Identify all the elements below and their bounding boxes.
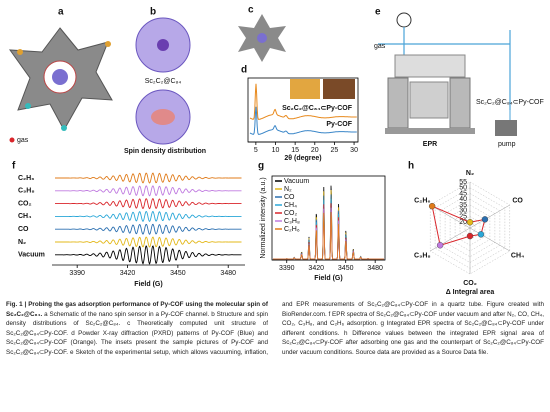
radar-point bbox=[481, 216, 489, 223]
setup-label: EPR bbox=[423, 141, 437, 148]
radar-point bbox=[466, 232, 474, 240]
x-axis-title: 2θ (degree) bbox=[284, 155, 321, 162]
gas-marker bbox=[9, 137, 15, 143]
x-tick-label: 3390 bbox=[279, 265, 295, 272]
series-label: Vacuum bbox=[18, 252, 45, 259]
panel-label: d bbox=[241, 65, 247, 76]
r-tick-label: 55 bbox=[459, 179, 467, 186]
r-tick-label: 25 bbox=[459, 213, 467, 220]
panel-label: c bbox=[248, 5, 254, 16]
x-tick-label: 3450 bbox=[338, 265, 354, 272]
spectrum bbox=[55, 236, 242, 248]
pattern-line bbox=[249, 106, 357, 135]
panel-label: h bbox=[408, 161, 414, 172]
x-tick-label: 15 bbox=[291, 147, 299, 154]
setup-label: pump bbox=[498, 141, 516, 148]
series-label: CO bbox=[18, 226, 29, 233]
radar-point bbox=[477, 231, 485, 238]
x-tick-label: 3420 bbox=[120, 270, 136, 277]
radar-axis bbox=[469, 227, 510, 252]
molecule bbox=[257, 33, 267, 43]
radar-point bbox=[436, 242, 444, 249]
series-label: CO₂ bbox=[18, 200, 32, 207]
legend-label: CO₂ bbox=[284, 210, 298, 217]
r-tick-label: 40 bbox=[459, 196, 467, 203]
series-label: C₂H₆ bbox=[18, 175, 34, 182]
pattern-line bbox=[249, 83, 357, 120]
x-axis-title: Δ Integral area bbox=[446, 289, 495, 296]
r-tick-label: 35 bbox=[459, 202, 467, 209]
x-tick-label: 3480 bbox=[220, 270, 236, 277]
setup-label: Sc₂C₂@C₈₄⊂Py-COF bbox=[476, 99, 544, 106]
spectrum bbox=[55, 172, 242, 184]
panel-label: f bbox=[12, 161, 16, 172]
x-tick-label: 3450 bbox=[170, 270, 186, 277]
radar-axis bbox=[469, 204, 510, 229]
spectrum bbox=[55, 245, 242, 265]
spectrum bbox=[55, 198, 242, 210]
panel-label: a bbox=[58, 7, 64, 18]
y-axis-title: Normalized intensity (a.u.) bbox=[260, 177, 267, 258]
cof-schematic bbox=[8, 27, 113, 132]
spectrum bbox=[55, 210, 242, 223]
spin-density bbox=[151, 109, 175, 125]
spectrum bbox=[55, 185, 242, 197]
radar-axis bbox=[430, 204, 471, 229]
radar-axis bbox=[430, 227, 471, 252]
category-label: C₂H₆ bbox=[414, 197, 430, 204]
legend-label: CH₄ bbox=[284, 202, 297, 209]
legend-label: N₂ bbox=[284, 186, 292, 193]
radar-point bbox=[428, 202, 436, 210]
figure: a gas b Sc₂C₂@C₈₄ Spin density distribut… bbox=[8, 5, 544, 296]
x-tick-label: 3420 bbox=[308, 265, 324, 272]
radar-point bbox=[466, 219, 474, 226]
molecule-label: Sc₂C₂@C₈₄ bbox=[145, 78, 182, 85]
series-label: N₂ bbox=[18, 239, 26, 246]
x-tick-label: 20 bbox=[311, 147, 319, 154]
spectrum bbox=[273, 211, 384, 260]
category-label: CO₂ bbox=[463, 280, 477, 287]
r-tick-label: 20 bbox=[459, 219, 467, 226]
x-tick-label: 30 bbox=[350, 147, 358, 154]
series-label: C₃H₈ bbox=[18, 188, 35, 195]
caption-title: Fig. 1 | Probing the gas adsorption perf… bbox=[6, 301, 268, 318]
x-tick-label: 10 bbox=[272, 147, 280, 154]
series-label: CH₄ bbox=[18, 213, 31, 220]
molecule-core bbox=[157, 39, 169, 51]
sample-photo bbox=[290, 79, 320, 99]
setup-label: gas bbox=[374, 43, 386, 50]
panel-caption: Spin density distribution bbox=[124, 148, 206, 155]
series-label: Py-COF bbox=[326, 121, 352, 128]
legend-label: gas bbox=[17, 137, 29, 144]
r-tick-label: 50 bbox=[459, 185, 467, 192]
r-tick-label: 30 bbox=[459, 208, 467, 215]
panel-label: b bbox=[150, 7, 156, 18]
x-axis-title: Field (G) bbox=[314, 275, 342, 282]
setup bbox=[378, 12, 517, 136]
legend-label: Vacuum bbox=[284, 178, 309, 185]
category-label: N₂ bbox=[466, 170, 474, 177]
r-tick-label: 45 bbox=[459, 190, 467, 197]
sample-photo bbox=[323, 79, 355, 99]
legend-label: C₂H₆ bbox=[284, 226, 300, 233]
caption: Fig. 1 | Probing the gas adsorption perf… bbox=[6, 300, 544, 410]
category-label: CO bbox=[512, 197, 523, 204]
panel-label: g bbox=[258, 161, 264, 172]
legend-label: CO bbox=[284, 194, 295, 201]
category-label: CH₄ bbox=[511, 252, 524, 259]
x-tick-label: 25 bbox=[331, 147, 339, 154]
x-tick-label: 3390 bbox=[69, 270, 85, 277]
series-label: Sc₂C₂@C₈₄⊂Py-COF bbox=[282, 105, 353, 112]
panel-label: e bbox=[375, 7, 381, 18]
spectrum bbox=[55, 223, 242, 235]
x-tick-label: 3480 bbox=[367, 265, 383, 272]
category-label: C₃H₈ bbox=[414, 252, 431, 259]
caption-body: a Schematic of the nano spin sensor in a… bbox=[6, 301, 544, 356]
x-axis-title: Field (G) bbox=[134, 281, 162, 288]
x-tick-label: 5 bbox=[254, 147, 258, 154]
legend-label: C₃H₈ bbox=[284, 218, 300, 225]
